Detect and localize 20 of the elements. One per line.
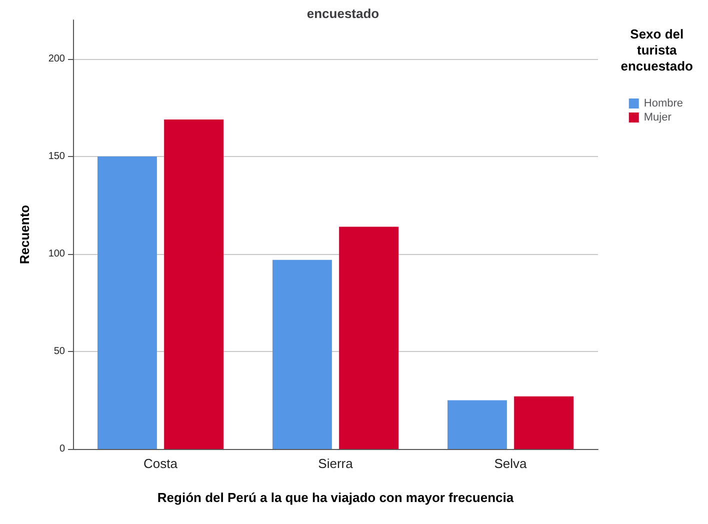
- legend-title: Sexo del turista encuestado: [620, 26, 694, 74]
- bar: [272, 260, 332, 449]
- legend-label: Hombre: [644, 98, 683, 110]
- legend-label: Mujer: [644, 112, 672, 124]
- x-tick-label: Selva: [494, 456, 528, 471]
- bar: [164, 119, 224, 449]
- bar: [339, 226, 398, 449]
- bar: [514, 396, 574, 449]
- bar: [98, 156, 157, 449]
- y-tick-label: 150: [48, 151, 66, 162]
- y-tick-label: 50: [54, 346, 66, 357]
- bar: [448, 400, 507, 449]
- x-tick-label: Costa: [144, 456, 178, 471]
- y-axis-title: Recuento: [17, 204, 32, 264]
- chart-title: encuestado: [306, 6, 380, 21]
- y-tick-label: 200: [48, 54, 66, 64]
- y-tick-label: 100: [48, 248, 66, 260]
- y-tick-label: 0: [59, 444, 66, 454]
- x-tick-label: Sierra: [318, 456, 354, 471]
- x-axis-title: Región del Perú a la que ha viajado con mayor frecuencia: [157, 490, 514, 505]
